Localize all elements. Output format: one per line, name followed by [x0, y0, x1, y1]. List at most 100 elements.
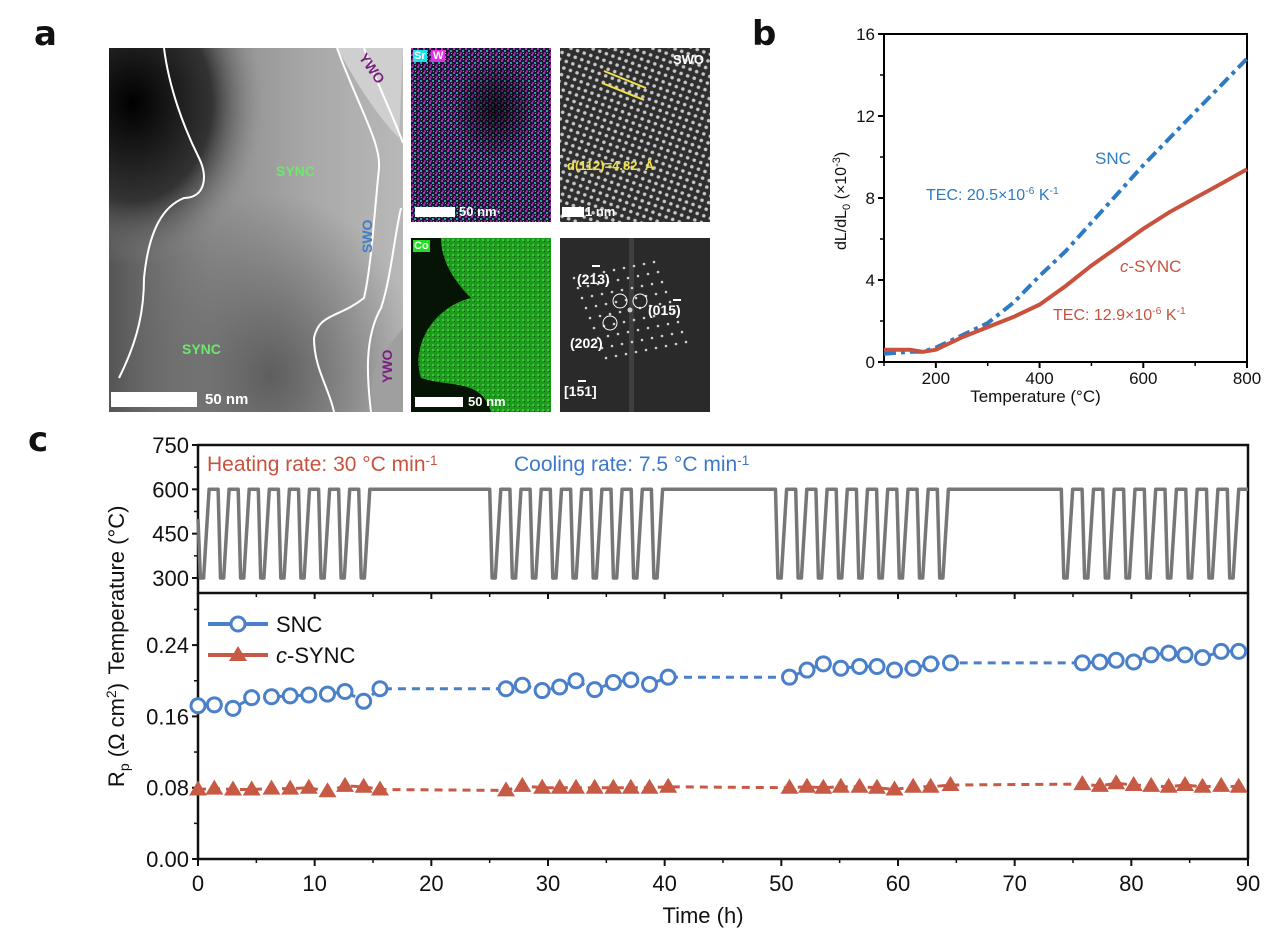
- fft-spot: [650, 282, 654, 286]
- data-point-csync: [1193, 777, 1212, 793]
- data-point-csync: [921, 777, 940, 793]
- chart-dilatometry: 0 4 8 12 16 200 400 600 800 Temperature (°C) dL/dL…: [831, 25, 1261, 406]
- data-point-csync: [1176, 776, 1194, 792]
- x-tick-label: 30: [536, 871, 560, 896]
- fft-spot: [616, 332, 620, 336]
- fft-spot: [606, 280, 610, 284]
- fft-spot: [680, 330, 684, 334]
- annotation-csync-tec: TEC: 12.9×10-6 K-1: [1053, 306, 1186, 324]
- eds-tag-sr: Sr: [413, 50, 427, 62]
- y-tick-label: 0: [866, 353, 875, 372]
- data-point-csync: [1229, 777, 1248, 793]
- x-tick-label: 70: [1002, 871, 1026, 896]
- fft-spot: [636, 328, 640, 332]
- fft-spot: [586, 284, 590, 288]
- fft-spot: [608, 312, 612, 316]
- annotation-snc-tec: TEC: 20.5×10-6 K-1: [926, 186, 1059, 204]
- data-point-snc: [781, 668, 798, 686]
- fft-spot-213: (213): [577, 271, 610, 287]
- data-point-csync: [831, 777, 850, 793]
- data-point-csync: [371, 780, 389, 796]
- x-tick-label: 90: [1236, 871, 1260, 896]
- y-tick-label: 4: [866, 271, 875, 290]
- data-point-snc: [604, 674, 622, 692]
- fft-spot: [662, 312, 666, 316]
- data-point-snc: [851, 657, 868, 675]
- x-tick-label: 40: [652, 871, 676, 896]
- fft-spot: [642, 316, 646, 320]
- fft-spot: [572, 276, 576, 280]
- data-point-snc: [319, 685, 336, 703]
- data-point-csync: [318, 782, 337, 798]
- fft-spot: [640, 338, 644, 342]
- rp-y-tick-label: 0.24: [146, 633, 189, 658]
- data-point-snc: [832, 659, 850, 677]
- data-point-snc: [659, 668, 677, 686]
- annotation-heating-rate: Heating rate: 30 °C min-1: [207, 453, 438, 476]
- data-point-snc: [1125, 653, 1143, 671]
- rp-y-tick-label: 0.08: [146, 776, 189, 801]
- fft-spot: [618, 310, 622, 314]
- fft-spot: [614, 354, 618, 358]
- legend-label-csync: c-SYNC: [276, 643, 356, 668]
- x-tick-label: 400: [1025, 369, 1053, 388]
- temperature-program-line: [196, 487, 1248, 580]
- fft-spot: [582, 274, 586, 278]
- data-point-snc: [586, 681, 604, 699]
- temp-y-tick-label: 600: [152, 477, 189, 502]
- data-point-csync: [189, 780, 207, 796]
- x-tick-label: 800: [1233, 369, 1261, 388]
- fft-spot: [656, 324, 660, 328]
- data-point-csync: [281, 779, 300, 795]
- hrtem-phase-label: SWO: [672, 52, 704, 67]
- data-point-csync: [1142, 776, 1161, 792]
- fft-spot: [666, 322, 670, 326]
- fft-spot-015: (015): [648, 302, 681, 318]
- fft-spot: [626, 330, 630, 334]
- fft-spot: [592, 272, 596, 276]
- data-point-snc: [798, 661, 816, 679]
- fft-spot: [660, 280, 664, 284]
- fft-spot: [596, 336, 600, 340]
- rp-y-axis-label: Rp (Ω cm2): [103, 683, 132, 787]
- data-point-csync: [659, 777, 678, 793]
- fft-spot: [610, 344, 614, 348]
- fft-spot: [622, 320, 626, 324]
- fft-spot: [664, 290, 668, 294]
- fft-spot: [634, 350, 638, 354]
- fft-pattern: (213) (015) (202) [151]: [560, 238, 710, 412]
- fft-spot: [654, 292, 658, 296]
- fft-spot: [642, 262, 646, 266]
- tem-label-sync-bottom: SYNC: [182, 341, 221, 357]
- data-point-csync: [1073, 775, 1092, 791]
- panel-label-a: a: [34, 14, 57, 54]
- data-point-snc: [336, 682, 354, 700]
- data-point-snc: [904, 659, 922, 677]
- x-tick-label: 600: [1129, 369, 1157, 388]
- x-tick-label: 80: [1119, 871, 1143, 896]
- annotation-cooling-rate: Cooling rate: 7.5 °C min-1: [514, 453, 749, 476]
- data-point-snc: [551, 678, 569, 696]
- x-tick-label: 50: [769, 871, 793, 896]
- fft-spot: [576, 286, 580, 290]
- fft-spot: [596, 282, 600, 286]
- data-point-csync: [1159, 777, 1178, 793]
- data-point-csync: [205, 779, 224, 795]
- trend-line-csync: [197, 781, 1239, 793]
- data-point-csync: [336, 776, 354, 792]
- fft-spot: [656, 270, 660, 274]
- hrtem-d-spacing: d(112)=4.82 Å: [567, 158, 655, 173]
- data-point-snc: [300, 686, 318, 704]
- eds-co-map: Co 50 nm: [411, 238, 551, 412]
- tem-scale-bar-label: 50 nm: [205, 391, 249, 408]
- fft-spot: [604, 356, 608, 360]
- x-axis-label: Time (h): [662, 903, 743, 928]
- data-point-snc: [1142, 646, 1160, 664]
- data-point-snc: [1230, 642, 1248, 660]
- fft-spot: [672, 310, 676, 314]
- data-point-csync: [850, 777, 869, 793]
- fft-spot: [598, 314, 602, 318]
- data-point-snc: [814, 655, 832, 673]
- annotation-csync: c-SYNC: [1120, 257, 1181, 276]
- data-point-csync: [941, 776, 960, 792]
